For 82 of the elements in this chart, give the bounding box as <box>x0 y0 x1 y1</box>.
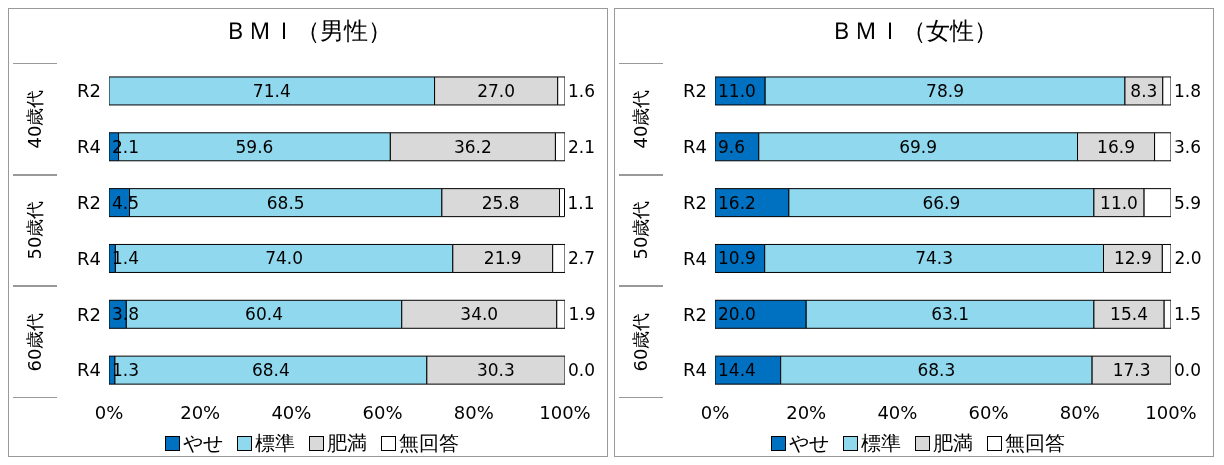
x-tick-label: 100% <box>539 401 591 423</box>
y-tick-label: R2 <box>683 303 707 325</box>
x-tick-label: 20% <box>786 401 827 423</box>
x-tick-label: 0% <box>700 401 730 423</box>
data-label: 9.6 <box>718 136 746 157</box>
data-label: 74.3 <box>915 248 954 269</box>
data-label: 68.3 <box>917 360 956 381</box>
data-label: 34.0 <box>460 304 499 325</box>
x-tick-label: 40% <box>877 401 918 423</box>
data-label: 1.5 <box>1174 304 1202 325</box>
y-tick-label: R2 <box>77 191 101 213</box>
data-label: 11.0 <box>1100 192 1138 213</box>
y-tick-label: R4 <box>683 359 707 381</box>
data-label: 3.6 <box>1174 136 1202 157</box>
data-label: 8.3 <box>1130 80 1158 101</box>
data-label: 20.0 <box>718 304 756 325</box>
data-label: 5.9 <box>1174 192 1202 213</box>
legend-label: 無回答 <box>399 430 459 457</box>
text: 40歳代 <box>23 89 46 149</box>
data-label: 1.6 <box>568 80 596 101</box>
y-tick-label: R4 <box>683 136 707 158</box>
legend-label: 肥満 <box>327 430 367 457</box>
x-tick-label: 100% <box>1145 401 1197 423</box>
data-label: 66.9 <box>922 192 961 213</box>
text: 50歳代 <box>23 201 46 260</box>
x-tick-label: 80% <box>1059 401 1100 423</box>
x-tick-label: 0% <box>94 401 124 423</box>
data-label: 68.5 <box>266 192 305 213</box>
data-label: 63.1 <box>931 304 969 325</box>
data-label: 60.4 <box>245 304 283 325</box>
x-tick-label: 60% <box>362 401 403 423</box>
data-label: 71.4 <box>252 80 291 101</box>
data-label: 2.1 <box>568 136 596 157</box>
legend-label: 標準 <box>861 430 901 457</box>
data-label: 68.4 <box>251 360 290 381</box>
data-label: 27.0 <box>477 80 516 101</box>
data-label: 1.9 <box>568 304 596 325</box>
data-label: 78.9 <box>926 80 964 101</box>
y-tick-label: R4 <box>77 136 101 158</box>
y-tick-label: R4 <box>77 247 101 269</box>
data-label: 74.0 <box>265 248 304 269</box>
chart-title: ＢＭＩ（男性） <box>223 16 393 47</box>
text: 50歳代 <box>629 201 652 260</box>
legend-label: 標準 <box>255 430 295 457</box>
data-label: 30.3 <box>476 360 515 381</box>
x-tick-label: 80% <box>453 401 494 423</box>
y-tick-label: R2 <box>683 191 707 213</box>
legend-label: やせ <box>789 430 829 457</box>
data-label: 1.1 <box>567 192 595 213</box>
y-tick-label: R2 <box>683 80 707 102</box>
data-label: 17.3 <box>1112 360 1151 381</box>
text: 40歳代 <box>629 89 652 149</box>
x-tick-label: 20% <box>180 401 221 423</box>
text: 60歳代 <box>629 312 652 372</box>
legend-label: 無回答 <box>1005 430 1065 457</box>
data-label: 59.6 <box>235 136 274 157</box>
data-label: 2.0 <box>1174 248 1202 269</box>
data-label: 11.0 <box>718 80 756 101</box>
chart-title: ＢＭＩ（女性） <box>829 16 999 47</box>
data-label: 1.8 <box>1174 80 1202 101</box>
data-label: 69.9 <box>899 136 938 157</box>
data-label: 12.9 <box>1113 248 1152 269</box>
legend-label: やせ <box>183 430 223 457</box>
data-label: 10.9 <box>718 248 756 269</box>
y-tick-label: R2 <box>77 80 101 102</box>
data-label: 21.9 <box>483 248 522 269</box>
data-label: 15.4 <box>1110 304 1148 325</box>
y-tick-label: R4 <box>77 359 101 381</box>
data-label: 16.9 <box>1097 136 1135 157</box>
data-label: 36.2 <box>453 136 492 157</box>
y-tick-label: R2 <box>77 303 101 325</box>
text: 60歳代 <box>23 312 46 372</box>
legend-label: 肥満 <box>933 430 973 457</box>
data-label: 0.0 <box>1174 360 1202 381</box>
x-tick-label: 60% <box>968 401 1009 423</box>
data-label: 16.2 <box>718 192 756 213</box>
data-label: 14.4 <box>718 360 756 381</box>
data-label: 0.0 <box>568 360 596 381</box>
data-label: 25.8 <box>481 192 520 213</box>
y-tick-label: R4 <box>683 247 707 269</box>
data-label: 2.7 <box>568 248 596 269</box>
x-tick-label: 40% <box>271 401 312 423</box>
